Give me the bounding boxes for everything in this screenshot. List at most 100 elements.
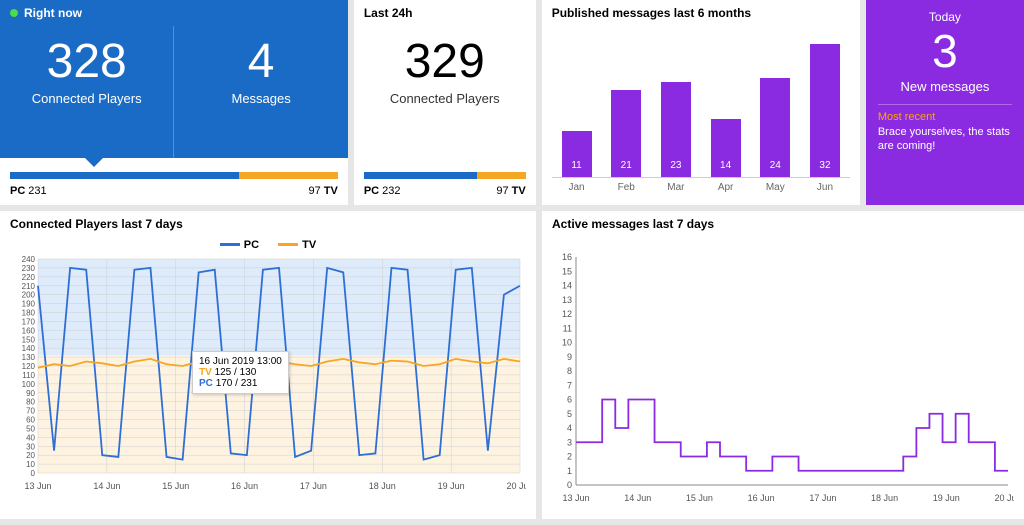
svg-text:15 Jun: 15 Jun <box>162 481 189 491</box>
svg-text:13 Jun: 13 Jun <box>562 493 589 503</box>
tv-segment <box>477 172 526 179</box>
svg-text:18 Jun: 18 Jun <box>871 493 898 503</box>
bar-apr[interactable]: 14 <box>711 119 741 177</box>
tv-value: 97 <box>309 185 321 197</box>
bar-may[interactable]: 24 <box>760 78 790 177</box>
svg-text:180: 180 <box>22 308 36 317</box>
svg-text:3: 3 <box>567 437 572 447</box>
svg-text:80: 80 <box>26 397 35 406</box>
pc-segment <box>10 172 239 179</box>
connected-players-value: 328 <box>0 36 173 89</box>
most-recent-text: Brace yourselves, the stats are coming! <box>878 125 1012 154</box>
svg-text:18 Jun: 18 Jun <box>369 481 396 491</box>
bar-jun[interactable]: 32 <box>810 44 840 177</box>
today-label: New messages <box>878 79 1012 94</box>
dashboard-top-row: Right now 328 Connected Players 4 Messag… <box>0 0 1024 211</box>
svg-text:60: 60 <box>26 415 35 424</box>
svg-text:6: 6 <box>567 395 572 405</box>
svg-text:10: 10 <box>26 460 35 469</box>
svg-text:13: 13 <box>562 295 572 305</box>
connected-7d-title: Connected Players last 7 days <box>10 217 526 231</box>
svg-text:5: 5 <box>567 409 572 419</box>
tv-label: TV <box>324 185 338 197</box>
legend-tv[interactable]: TV <box>278 239 316 251</box>
connected-7d-card: Connected Players last 7 days PC TV 0102… <box>0 211 536 519</box>
bar-mar[interactable]: 23 <box>661 82 691 177</box>
published-title: Published messages last 6 months <box>552 6 850 20</box>
divider <box>878 104 1012 105</box>
tv-value: 97 <box>496 185 508 197</box>
published-x-labels: JanFebMarAprMayJun <box>552 182 850 193</box>
messages-stat[interactable]: 4 Messages <box>174 26 347 158</box>
svg-text:210: 210 <box>22 281 36 290</box>
svg-text:4: 4 <box>567 423 572 433</box>
messages-label: Messages <box>174 91 347 106</box>
published-bar-chart[interactable]: 11 2123 14 2432 <box>552 28 850 178</box>
svg-text:14: 14 <box>562 281 572 291</box>
svg-text:8: 8 <box>567 366 572 376</box>
today-value: 3 <box>878 26 1012 77</box>
bar-feb[interactable]: 21 <box>611 90 641 177</box>
x-label: Feb <box>606 182 646 193</box>
svg-text:0: 0 <box>567 480 572 490</box>
x-label: Jun <box>805 182 845 193</box>
breakdown-labels: PC232 97TV <box>364 185 526 197</box>
x-label: Mar <box>656 182 696 193</box>
breakdown-bar <box>364 172 526 179</box>
legend-swatch-tv <box>278 243 298 246</box>
legend-tv-label: TV <box>302 239 316 251</box>
right-now-card: Right now 328 Connected Players 4 Messag… <box>0 0 348 205</box>
svg-text:190: 190 <box>22 299 36 308</box>
legend-pc[interactable]: PC <box>220 239 259 251</box>
svg-text:30: 30 <box>26 442 35 451</box>
svg-text:120: 120 <box>22 362 36 371</box>
svg-text:16 Jun: 16 Jun <box>231 481 258 491</box>
svg-text:15: 15 <box>562 266 572 276</box>
pointer-icon <box>84 157 104 167</box>
tooltip-pc-label: PC <box>199 378 213 389</box>
svg-text:19 Jun: 19 Jun <box>438 481 465 491</box>
most-recent-label: Most recent <box>878 111 1012 123</box>
legend-pc-label: PC <box>244 239 259 251</box>
today-card: Today 3 New messages Most recent Brace y… <box>866 0 1024 205</box>
svg-text:100: 100 <box>22 379 36 388</box>
svg-text:12: 12 <box>562 309 572 319</box>
pc-segment <box>364 172 477 179</box>
tooltip-tv-label: TV <box>199 367 212 378</box>
svg-text:90: 90 <box>26 388 35 397</box>
bar-jan[interactable]: 11 <box>562 131 592 177</box>
svg-text:1: 1 <box>567 466 572 476</box>
svg-text:10: 10 <box>562 338 572 348</box>
active-7d-chart[interactable]: 01234567891011121314151613 Jun14 Jun15 J… <box>552 237 1014 507</box>
connected-players-stat[interactable]: 328 Connected Players <box>0 26 174 158</box>
live-indicator-icon <box>10 9 18 17</box>
active-7d-card: Active messages last 7 days 012345678910… <box>542 211 1024 519</box>
pc-label: PC <box>10 185 25 197</box>
svg-text:14 Jun: 14 Jun <box>93 481 120 491</box>
svg-text:16 Jun: 16 Jun <box>748 493 775 503</box>
svg-text:140: 140 <box>22 344 36 353</box>
svg-text:130: 130 <box>22 353 36 362</box>
chart-tooltip: 16 Jun 2019 13:00 TV 125 / 130 PC 170 / … <box>192 351 289 394</box>
published-messages-card: Published messages last 6 months 1121231… <box>542 0 860 205</box>
tv-label: TV <box>512 185 526 197</box>
svg-text:14 Jun: 14 Jun <box>624 493 651 503</box>
breakdown-labels: PC231 97TV <box>10 185 338 197</box>
last-24h-breakdown: PC232 97TV <box>354 158 536 205</box>
last-24h-title: Last 24h <box>354 0 536 26</box>
svg-text:16: 16 <box>562 252 572 262</box>
svg-text:50: 50 <box>26 424 35 433</box>
svg-text:230: 230 <box>22 263 36 272</box>
svg-text:200: 200 <box>22 290 36 299</box>
right-now-breakdown: PC231 97TV <box>0 158 348 205</box>
x-label: Jan <box>557 182 597 193</box>
last-24h-label: Connected Players <box>354 91 536 106</box>
svg-text:160: 160 <box>22 326 36 335</box>
tooltip-tv-value: 125 / 130 <box>215 367 257 378</box>
svg-text:15 Jun: 15 Jun <box>686 493 713 503</box>
dashboard-bottom-row: Connected Players last 7 days PC TV 0 10 2… <box>0 211 1024 519</box>
active-7d-title: Active messages last 7 days <box>552 217 1014 231</box>
svg-text:110: 110 <box>22 370 35 379</box>
legend-swatch-pc <box>220 243 240 246</box>
svg-text:240: 240 <box>22 255 36 264</box>
